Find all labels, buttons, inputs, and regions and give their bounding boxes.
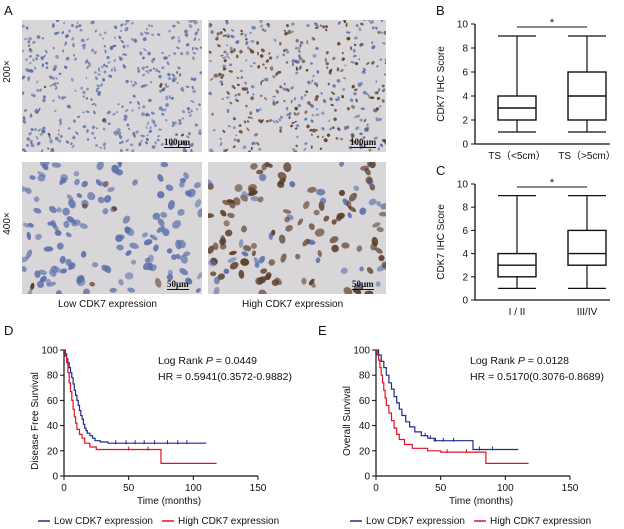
survival-plot-disease-free: 0 20 40 60 80 100 0 50 100 150 Time (months) Diseas… [30,346,292,528]
y-tick-label: 0 [462,140,468,151]
legend-label-high: High CDK7 expression [490,516,591,527]
x-tick-label: 150 [562,483,579,494]
scale-bar-top-left: 100μm [164,137,191,148]
survival-curve [376,349,529,464]
y-tick-label: 80 [359,371,371,382]
y-tick-label: 20 [359,446,371,457]
survival-curve [376,349,519,451]
y-tick-label: 40 [359,421,371,432]
survival-curve [64,349,217,464]
x-tick-label: 100 [185,483,202,494]
panel-letter-e: E [318,323,327,338]
category-label: I / II [509,307,526,318]
legend-label-low: Low CDK7 expression [54,516,153,527]
y-tick-label: 6 [462,68,468,79]
survival-curve [64,349,207,444]
micrograph-high-200x [208,20,386,152]
y-tick-label: 10 [457,180,469,191]
y-tick-label: 60 [47,396,59,407]
y-axis-label: Disease Free Survival [30,372,41,470]
x-axis-label: Time (months) [449,496,513,507]
y-tick-label: 8 [462,203,468,214]
x-tick-label: 50 [123,483,135,494]
y-axis-label: CDK7 IHC Score [436,204,447,280]
boxplot-tumor-size: 0 2 4 6 8 10 CDK7 IHC Score TS（<5cm） TS（>5cm） * [436,17,616,162]
category-label: TS（>5cm） [558,150,616,162]
legend-label-high: High CDK7 expression [178,516,279,527]
y-axis-label: CDK7 IHC Score [436,46,447,122]
legend-label-low: Low CDK7 expression [366,516,465,527]
y-tick-label: 0 [52,472,58,483]
y-tick-label: 4 [462,92,468,103]
panel-letter-a: A [4,3,13,18]
scale-bar-top-right: 100μm [350,137,377,148]
y-tick-label: 100 [41,346,58,357]
scale-bar-bottom-right: 50μm [352,279,374,290]
caption-high-expression: High CDK7 expression [242,299,344,310]
x-tick-label: 100 [497,483,514,494]
hazard-ratio-text: HR = 0.5941(0.3572-0.9882) [158,371,292,383]
box-iqr [567,229,607,266]
y-tick-label: 0 [364,472,370,483]
log-rank-text: Log Rank P = 0.0449 [158,355,257,367]
scale-bar-bottom-left: 50μm [167,279,189,290]
y-tick-label: 20 [47,446,59,457]
y-tick-label: 2 [462,116,468,127]
y-tick-label: 6 [462,226,468,237]
boxplot-stage: 0 2 4 6 8 10 CDK7 IHC Score I / II III/IV * [436,177,610,318]
x-tick-label: 0 [373,483,379,494]
hazard-ratio-text: HR = 0.5170(0.3076-0.8689) [470,371,604,383]
category-label: TS（<5cm） [488,150,546,162]
y-tick-label: 0 [462,296,468,307]
magnification-200x: 200× [1,60,13,83]
significance-star: * [550,177,555,189]
y-axis-label: Overall Survival [342,386,353,456]
y-tick-label: 2 [462,272,468,283]
panel-letter-b: B [436,3,445,18]
y-tick-label: 40 [47,421,59,432]
micrograph-high-400x [208,162,386,294]
log-rank-text: Log Rank P = 0.0128 [470,355,569,367]
y-tick-label: 60 [359,396,371,407]
y-tick-label: 100 [353,346,370,357]
y-tick-label: 80 [47,371,59,382]
micrograph-low-400x [22,162,202,294]
survival-plot-overall: 0 20 40 60 80 100 0 50 100 150 Time (months) Overal… [342,346,604,528]
magnification-400x: 400× [1,212,13,235]
x-tick-label: 0 [61,483,67,494]
panel-letter-d: D [4,323,14,338]
significance-star: * [550,17,555,29]
y-tick-label: 10 [457,20,469,31]
x-tick-label: 50 [435,483,447,494]
category-label: III/IV [577,307,598,318]
panel-letter-c: C [436,163,446,178]
y-tick-label: 8 [462,44,468,55]
y-tick-label: 4 [462,249,468,260]
x-axis-label: Time (months) [137,496,201,507]
x-tick-label: 150 [250,483,267,494]
caption-low-expression: Low CDK7 expression [58,299,157,310]
micrograph-low-200x [22,20,202,152]
